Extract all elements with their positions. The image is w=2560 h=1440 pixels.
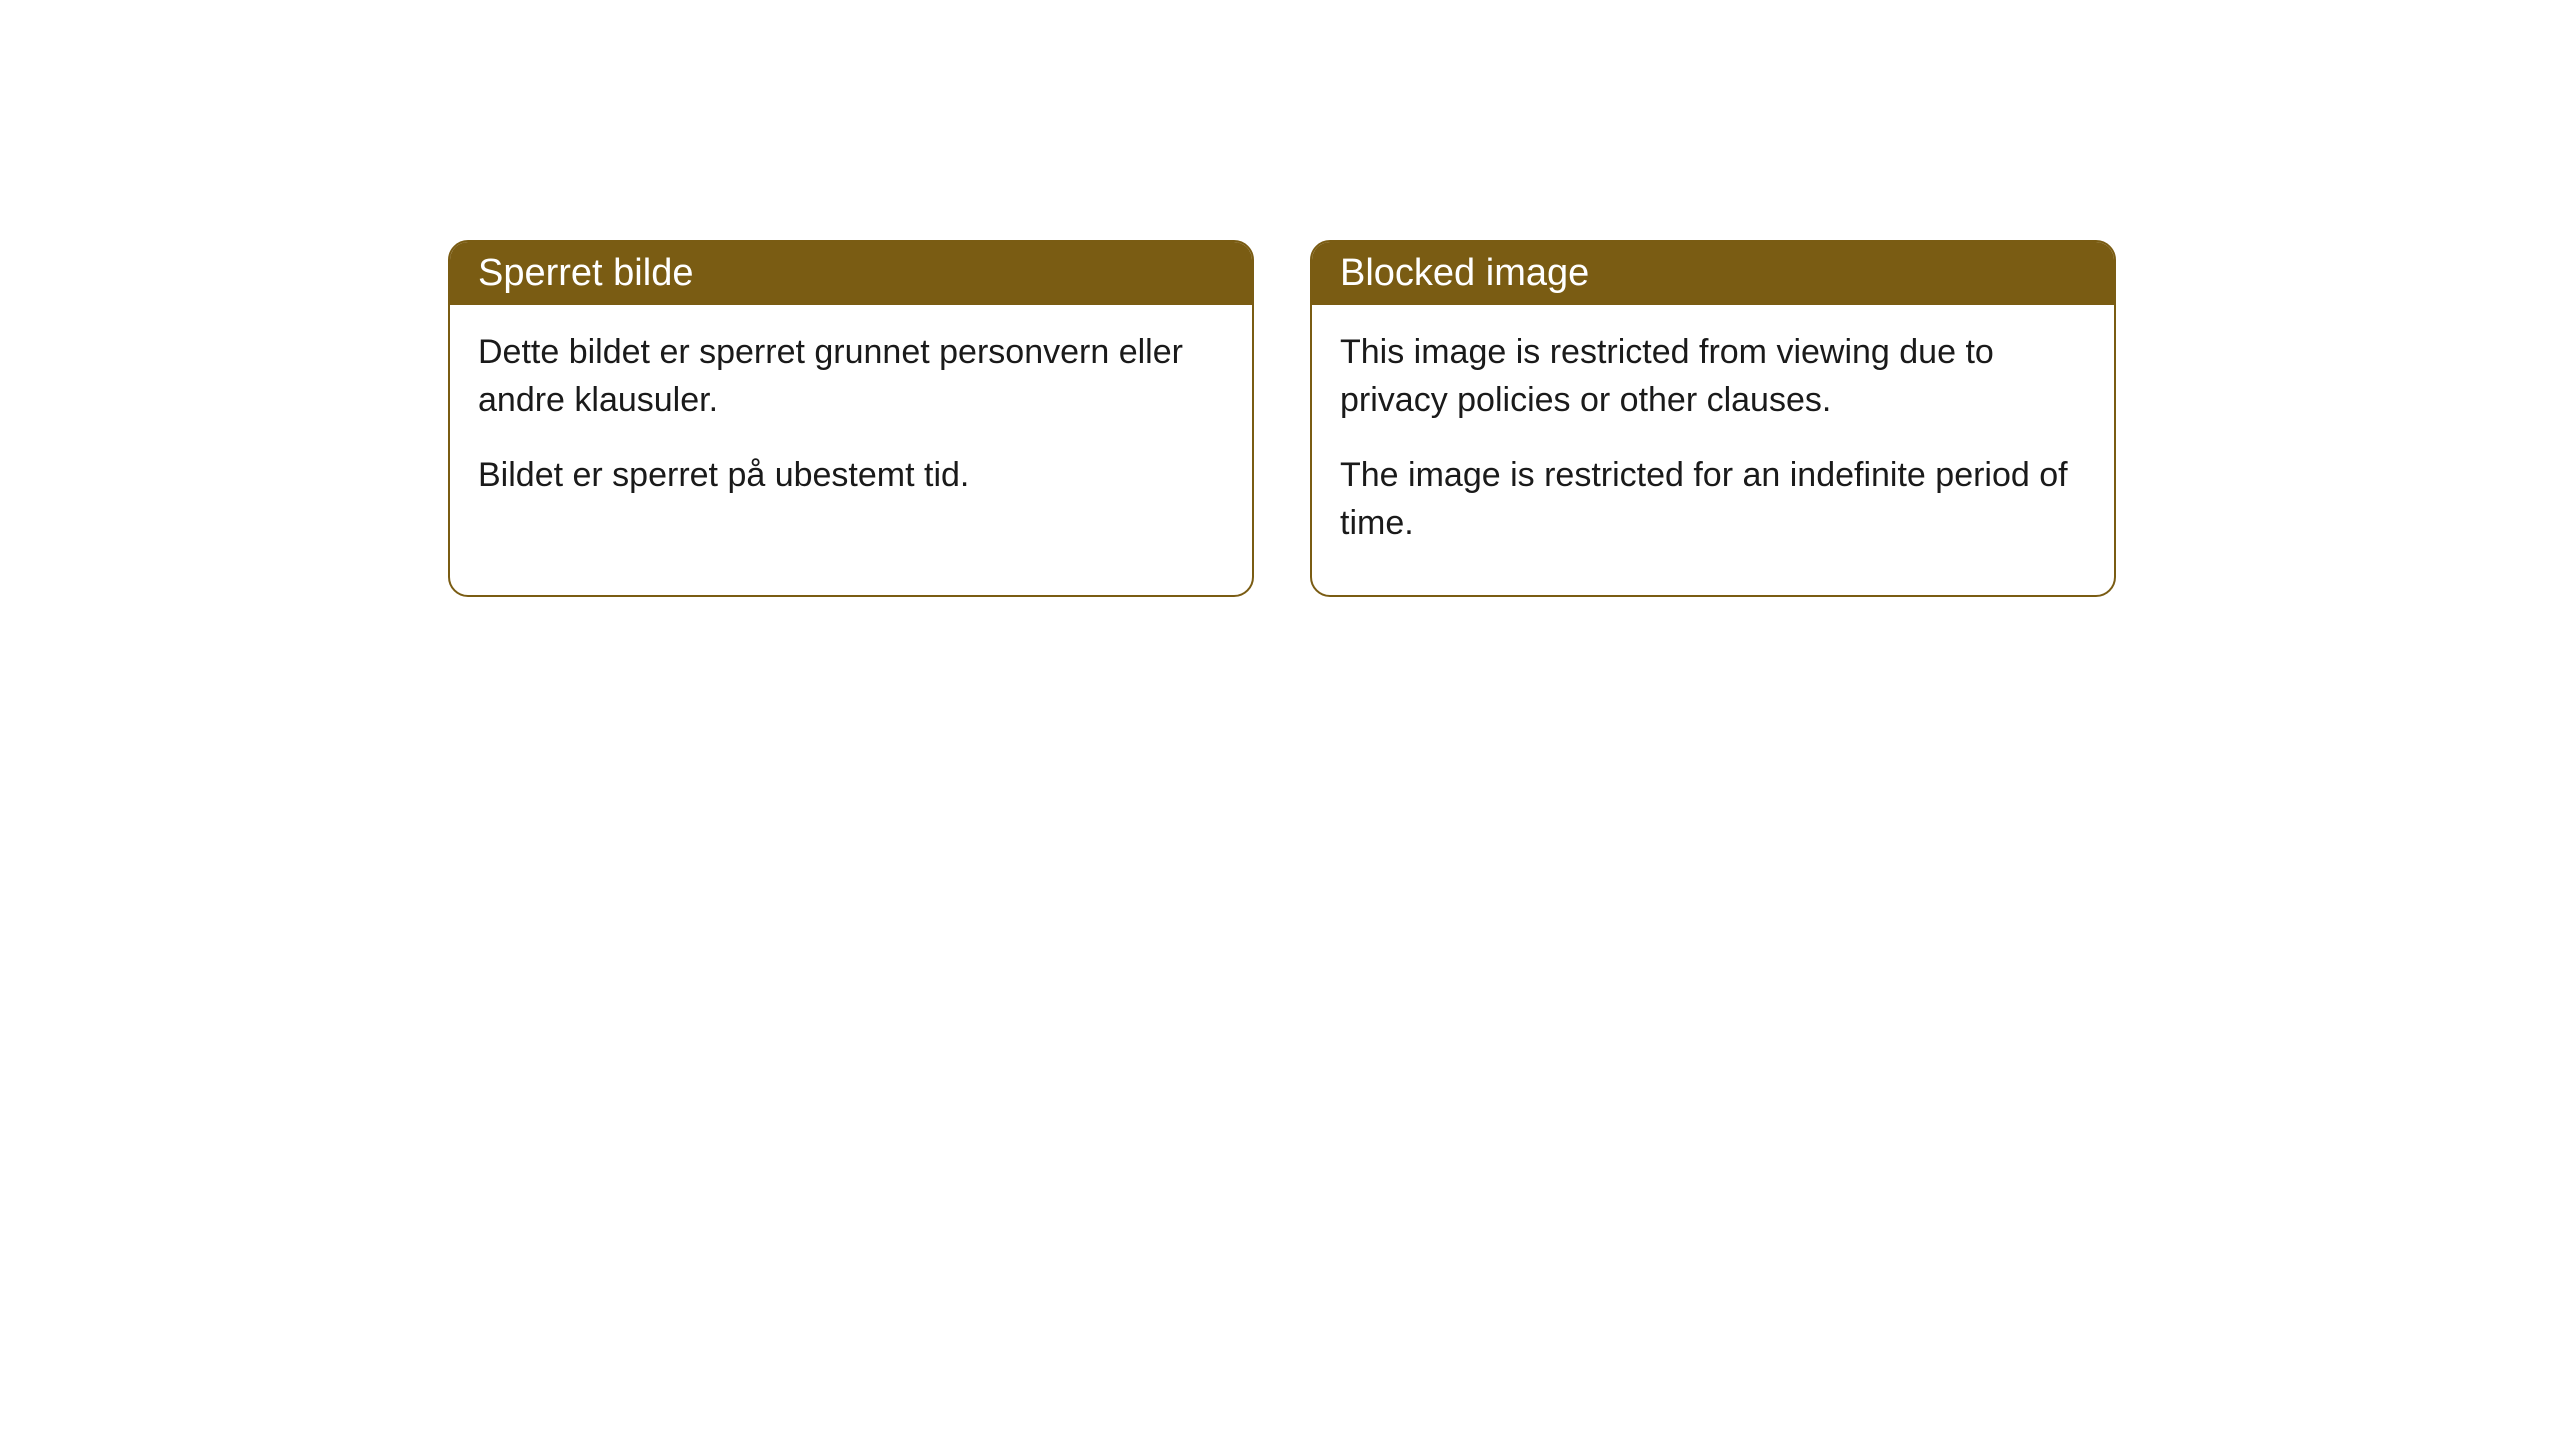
- notice-card-english: Blocked image This image is restricted f…: [1310, 240, 2116, 597]
- notice-card-norwegian: Sperret bilde Dette bildet er sperret gr…: [448, 240, 1254, 597]
- card-paragraph: The image is restricted for an indefinit…: [1340, 452, 2086, 547]
- card-body: Dette bildet er sperret grunnet personve…: [450, 305, 1252, 548]
- card-title: Blocked image: [1340, 252, 1589, 294]
- card-paragraph: Bildet er sperret på ubestemt tid.: [478, 452, 1224, 500]
- card-header: Sperret bilde: [450, 242, 1252, 305]
- notice-cards-container: Sperret bilde Dette bildet er sperret gr…: [448, 240, 2116, 597]
- card-paragraph: This image is restricted from viewing du…: [1340, 329, 2086, 424]
- card-paragraph: Dette bildet er sperret grunnet personve…: [478, 329, 1224, 424]
- card-header: Blocked image: [1312, 242, 2114, 305]
- card-body: This image is restricted from viewing du…: [1312, 305, 2114, 595]
- card-title: Sperret bilde: [478, 252, 693, 294]
